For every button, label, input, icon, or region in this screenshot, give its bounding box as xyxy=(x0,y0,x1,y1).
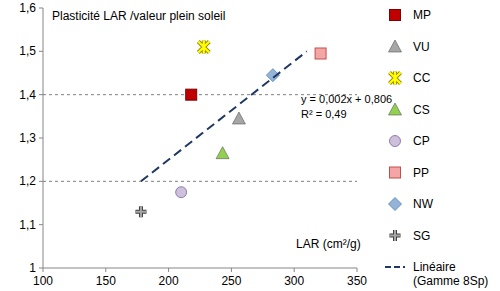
y-tick-label: 1,5 xyxy=(19,44,36,58)
legend-label: PP xyxy=(413,166,429,180)
legend-swatch xyxy=(390,167,401,178)
y-tick xyxy=(39,138,43,139)
annotation: y = 0,002x + 0,806 xyxy=(301,93,392,105)
y-tick-label: 1,2 xyxy=(19,174,36,188)
y-tick-label: 1 xyxy=(29,261,36,275)
x-tick-label: 250 xyxy=(221,274,241,288)
marker-outline xyxy=(390,72,401,85)
legend-label-line: (Gamme 8Sp) xyxy=(413,274,488,288)
reference-line xyxy=(43,181,357,182)
y-tick xyxy=(39,94,43,95)
legend-label-line: Linéaire xyxy=(413,260,456,274)
legend-label: SG xyxy=(413,229,430,243)
point xyxy=(176,187,187,198)
y-tick xyxy=(39,181,43,182)
legend-swatch xyxy=(389,40,402,52)
legend-swatch xyxy=(390,10,401,21)
legend-label: CC xyxy=(413,71,431,85)
marker-fill xyxy=(198,41,209,54)
marker-outline xyxy=(135,206,146,217)
point xyxy=(186,89,197,100)
marker-outline xyxy=(198,41,209,54)
trend-line xyxy=(141,51,307,181)
marker-outline xyxy=(390,230,401,241)
point xyxy=(216,147,229,159)
x-tick-label: 150 xyxy=(96,274,116,288)
marker-fill xyxy=(390,72,401,85)
plot-area xyxy=(43,41,357,218)
y-tick-label: 1,4 xyxy=(19,88,36,102)
x-tick xyxy=(168,268,169,272)
legend-swatch xyxy=(390,136,401,147)
x-tick xyxy=(231,268,232,272)
title: Plasticité LAR /valeur plein soleil xyxy=(52,9,225,23)
x-tick xyxy=(294,268,295,272)
y-tick-label: 1,6 xyxy=(19,1,36,15)
legend-swatch xyxy=(385,266,405,268)
marker-fill xyxy=(390,230,401,241)
y-tick xyxy=(39,51,43,52)
legend-swatch xyxy=(389,198,402,211)
legend-label: MP xyxy=(413,8,431,22)
y-tick-label: 1,1 xyxy=(19,218,36,232)
point xyxy=(135,206,146,217)
legend-swatch xyxy=(390,72,401,85)
x-tick xyxy=(357,268,358,272)
y-tick xyxy=(39,8,43,9)
point xyxy=(232,112,245,124)
x-tick xyxy=(105,268,106,272)
y-tick xyxy=(39,268,43,269)
legend-swatch xyxy=(389,103,402,115)
legend-label: VU xyxy=(413,40,430,54)
legend-label: CS xyxy=(413,103,430,117)
x-axis xyxy=(43,268,357,269)
point xyxy=(198,41,209,54)
legend-swatch xyxy=(390,230,401,241)
legend-label: CP xyxy=(413,134,430,148)
point xyxy=(315,48,326,59)
annotation: R² = 0,49 xyxy=(301,108,347,120)
x-tick-label: 300 xyxy=(284,274,304,288)
legend-label: NW xyxy=(413,197,434,211)
x-tick-label: 200 xyxy=(159,274,179,288)
chart: 1 1,1 1,2 1,3 1,4 1,5 1,6 100 150 200 250 300 350 Pla… xyxy=(0,0,500,291)
y-tick-label: 1,3 xyxy=(19,131,36,145)
x-tick xyxy=(43,268,44,272)
y-tick xyxy=(39,224,43,225)
x-axis-label: LAR (cm²/g) xyxy=(296,237,361,251)
x-tick-label: 350 xyxy=(347,274,367,288)
marker-fill xyxy=(135,206,146,217)
legend-label: Linéaire(Gamme 8Sp) xyxy=(413,260,488,288)
x-tick-label: 100 xyxy=(33,274,53,288)
